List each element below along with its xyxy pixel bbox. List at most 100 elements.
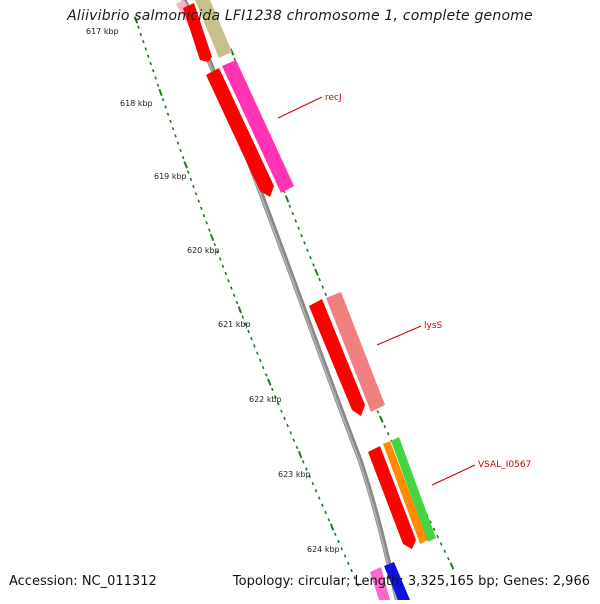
inner-scale-minor-tick xyxy=(181,155,185,160)
gene-feature-bottom-blue[interactable] xyxy=(384,562,410,600)
inner-scale-minor-tick xyxy=(213,242,217,247)
gene-feature-red-2[interactable] xyxy=(309,299,365,416)
outer-scale-minor-tick xyxy=(300,233,303,238)
inner-scale-minor-tick xyxy=(154,76,157,80)
outer-scale-minor-tick xyxy=(233,57,237,62)
gene-feature-top-olive[interactable] xyxy=(195,0,232,58)
inner-scale-minor-tick xyxy=(340,547,344,551)
outer-scale-minor-tick xyxy=(443,549,447,554)
inner-scale-minor-tick xyxy=(218,257,222,261)
outer-scale-minor-tick xyxy=(386,432,390,436)
inner-scale-minor-tick xyxy=(283,416,286,421)
gene-label-VSAL_I0567[interactable]: VSAL_I0567 xyxy=(478,460,531,470)
inner-scale-minor-tick xyxy=(149,61,152,66)
inner-scale-minor-tick xyxy=(346,561,350,565)
inner-scale-minor-tick xyxy=(230,286,233,290)
gene-feature-lysS[interactable] xyxy=(326,292,385,412)
scale-labels: 617 kbp 618 kbp 619 kbp 620 kbp 621 kbp … xyxy=(86,27,340,554)
inner-scale-minor-tick xyxy=(176,141,180,145)
inner-scale-minor-tick xyxy=(137,25,140,29)
inner-scale-minor-tick xyxy=(192,184,195,189)
outer-scale-major-tick xyxy=(314,268,319,276)
inner-scale-minor-tick xyxy=(289,431,293,435)
inner-scale-minor-tick xyxy=(194,192,198,196)
inner-scale-minor-tick xyxy=(161,98,165,102)
outer-scale-major-tick xyxy=(378,415,384,423)
inner-scale-minor-tick xyxy=(337,539,340,544)
inner-scale-minor-tick xyxy=(264,373,268,377)
inner-scale-major-tick xyxy=(209,233,215,241)
inner-scale-minor-tick xyxy=(343,554,347,558)
inner-scale-minor-tick xyxy=(314,489,318,493)
gene-feature-red-3[interactable] xyxy=(368,446,416,549)
chromosome-backbone-highlight xyxy=(182,0,398,604)
inner-scale-major-tick xyxy=(329,523,335,531)
outer-scale-minor-tick xyxy=(306,248,309,252)
outer-scale-minor-tick xyxy=(303,241,306,245)
inner-scale-minor-tick xyxy=(261,366,265,370)
outer-scale-minor-tick xyxy=(383,424,387,429)
inner-scale-major-tick xyxy=(158,88,163,97)
outer-scale-minor-tick xyxy=(291,211,295,216)
inner-scale-minor-tick xyxy=(277,402,280,406)
leader-line-recJ xyxy=(277,96,323,119)
inner-scale-minor-tick xyxy=(197,199,201,203)
gene-feature-red-1[interactable] xyxy=(206,68,274,197)
gene-feature-top-red[interactable] xyxy=(183,3,212,62)
tick-label-623: 623 kbp xyxy=(278,470,311,479)
outer-scale-minor-tick xyxy=(318,277,321,282)
inner-scale-minor-tick xyxy=(253,344,256,348)
gene-label-recJ[interactable]: recJ xyxy=(325,93,342,103)
map-title: Aliivibrio salmonicida LFI1238 chromosom… xyxy=(67,8,533,24)
gene-feature-recJ[interactable] xyxy=(222,60,294,193)
gene-feature-VSAL_I0567[interactable] xyxy=(391,437,436,542)
inner-scale-minor-tick xyxy=(164,105,167,109)
gene-feature-orange[interactable] xyxy=(383,441,428,544)
inner-scale-minor-tick xyxy=(244,322,247,326)
inner-scale-minor-tick xyxy=(258,358,262,363)
outer-scale-minor-tick xyxy=(321,285,325,289)
inner-scale-minor-tick xyxy=(286,423,289,428)
inner-scale-minor-tick xyxy=(305,467,308,471)
inner-scale-minor-tick xyxy=(311,481,315,486)
outer-scale-minor-tick xyxy=(324,292,328,296)
inner-scale-minor-tick xyxy=(202,213,206,218)
accession-text: Accession: NC_011312 xyxy=(9,574,157,589)
outer-scale-major-tick xyxy=(449,562,455,570)
outer-scale-minor-tick xyxy=(309,255,312,260)
inner-scale-major-tick xyxy=(237,306,243,314)
inner-scale-minor-tick xyxy=(208,228,211,232)
inner-scale-minor-tick xyxy=(247,329,250,334)
inner-scale-ticks xyxy=(133,16,360,587)
gene-label-lysS[interactable]: lysS xyxy=(424,321,443,331)
inner-scale-minor-tick xyxy=(324,510,327,515)
inner-scale-minor-tick xyxy=(280,409,283,413)
inner-scale-minor-tick xyxy=(321,503,324,507)
inner-scale-minor-tick xyxy=(227,279,230,283)
gene-feature-bottom-pink[interactable] xyxy=(370,567,390,600)
inner-scale-minor-tick xyxy=(333,532,337,536)
inner-scale-minor-tick xyxy=(142,40,145,44)
inner-scale-minor-tick xyxy=(205,221,208,225)
inner-scale-minor-tick xyxy=(271,387,274,392)
inner-scale-minor-tick xyxy=(317,496,321,500)
inner-scale-major-tick xyxy=(133,16,139,24)
inner-scale-minor-tick xyxy=(216,250,219,254)
inner-scale-major-tick xyxy=(297,451,303,459)
leader-line-VSAL_I0567 xyxy=(431,464,476,486)
inner-scale-minor-tick xyxy=(274,395,277,399)
tick-label-621: 621 kbp xyxy=(218,320,251,329)
outer-scale-minor-tick xyxy=(447,556,450,561)
inner-scale-major-tick xyxy=(183,161,188,169)
genome-summary-text: Topology: circular; Length: 3,325,165 bp… xyxy=(232,574,590,589)
tick-label-620: 620 kbp xyxy=(187,246,220,255)
leader-line-lysS xyxy=(376,325,422,346)
inner-scale-minor-tick xyxy=(144,47,148,51)
inner-scale-minor-tick xyxy=(327,518,331,522)
inner-scale-minor-tick xyxy=(146,54,150,58)
inner-scale-minor-tick xyxy=(235,300,239,305)
inner-scale-minor-tick xyxy=(174,134,177,138)
tick-label-624: 624 kbp xyxy=(307,545,340,554)
inner-scale-minor-tick xyxy=(308,474,311,479)
